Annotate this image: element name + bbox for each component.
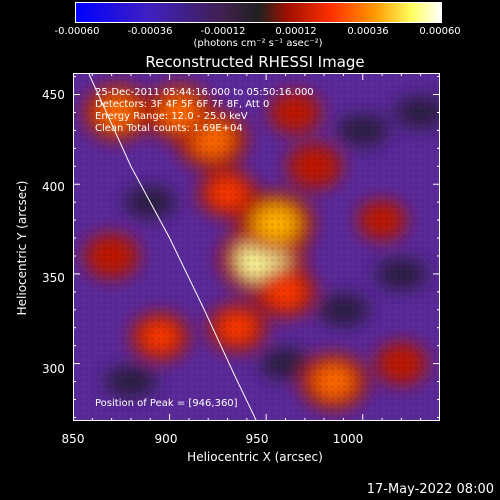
energy-range-annotation: Energy Range: 12.0 - 25.0 keV — [95, 111, 248, 122]
x-tick-label: 950 — [245, 432, 269, 446]
time-range-annotation: 25-Dec-2011 05:44:16.000 to 05:50:16.000 — [95, 87, 314, 98]
colorbar-tick-label: 0.00060 — [419, 26, 461, 37]
y-tick-label: 450 — [42, 88, 65, 102]
detectors-annotation: Detectors: 3F 4F 5F 6F 7F 8F, Att 0 — [95, 99, 270, 110]
colorbar — [75, 2, 442, 23]
x-tick-label: 900 — [154, 432, 178, 446]
y-tick-label: 300 — [42, 362, 65, 376]
heatmap-plot — [73, 73, 440, 421]
colorbar-units: (photons cm⁻² s⁻¹ asec⁻²) — [193, 38, 323, 49]
render-timestamp: 17-May-2022 08:00 — [366, 482, 494, 497]
peak-position-annotation: Position of Peak = [946,360] — [95, 398, 238, 409]
clean-counts-annotation: Clean Total counts: 1.69E+04 — [95, 123, 243, 134]
y-axis-label: Heliocentric Y (arcsec) — [15, 180, 29, 316]
x-tick-label: 850 — [61, 432, 85, 446]
x-axis-label: Heliocentric X (arcsec) — [187, 450, 323, 464]
colorbar-tick-label: -0.00036 — [127, 26, 173, 37]
colorbar-tick-label: -0.00060 — [54, 26, 100, 37]
chart-title: Reconstructed RHESSI Image — [145, 53, 365, 71]
colorbar-tick-label: -0.00012 — [200, 26, 246, 37]
x-tick-label: 1000 — [332, 432, 364, 446]
colorbar-tick-label: 0.00036 — [347, 26, 389, 37]
y-tick-label: 400 — [42, 180, 65, 194]
solar-limb — [88, 73, 257, 421]
y-tick-label: 350 — [42, 271, 65, 285]
colorbar-tick-label: 0.00012 — [275, 26, 317, 37]
